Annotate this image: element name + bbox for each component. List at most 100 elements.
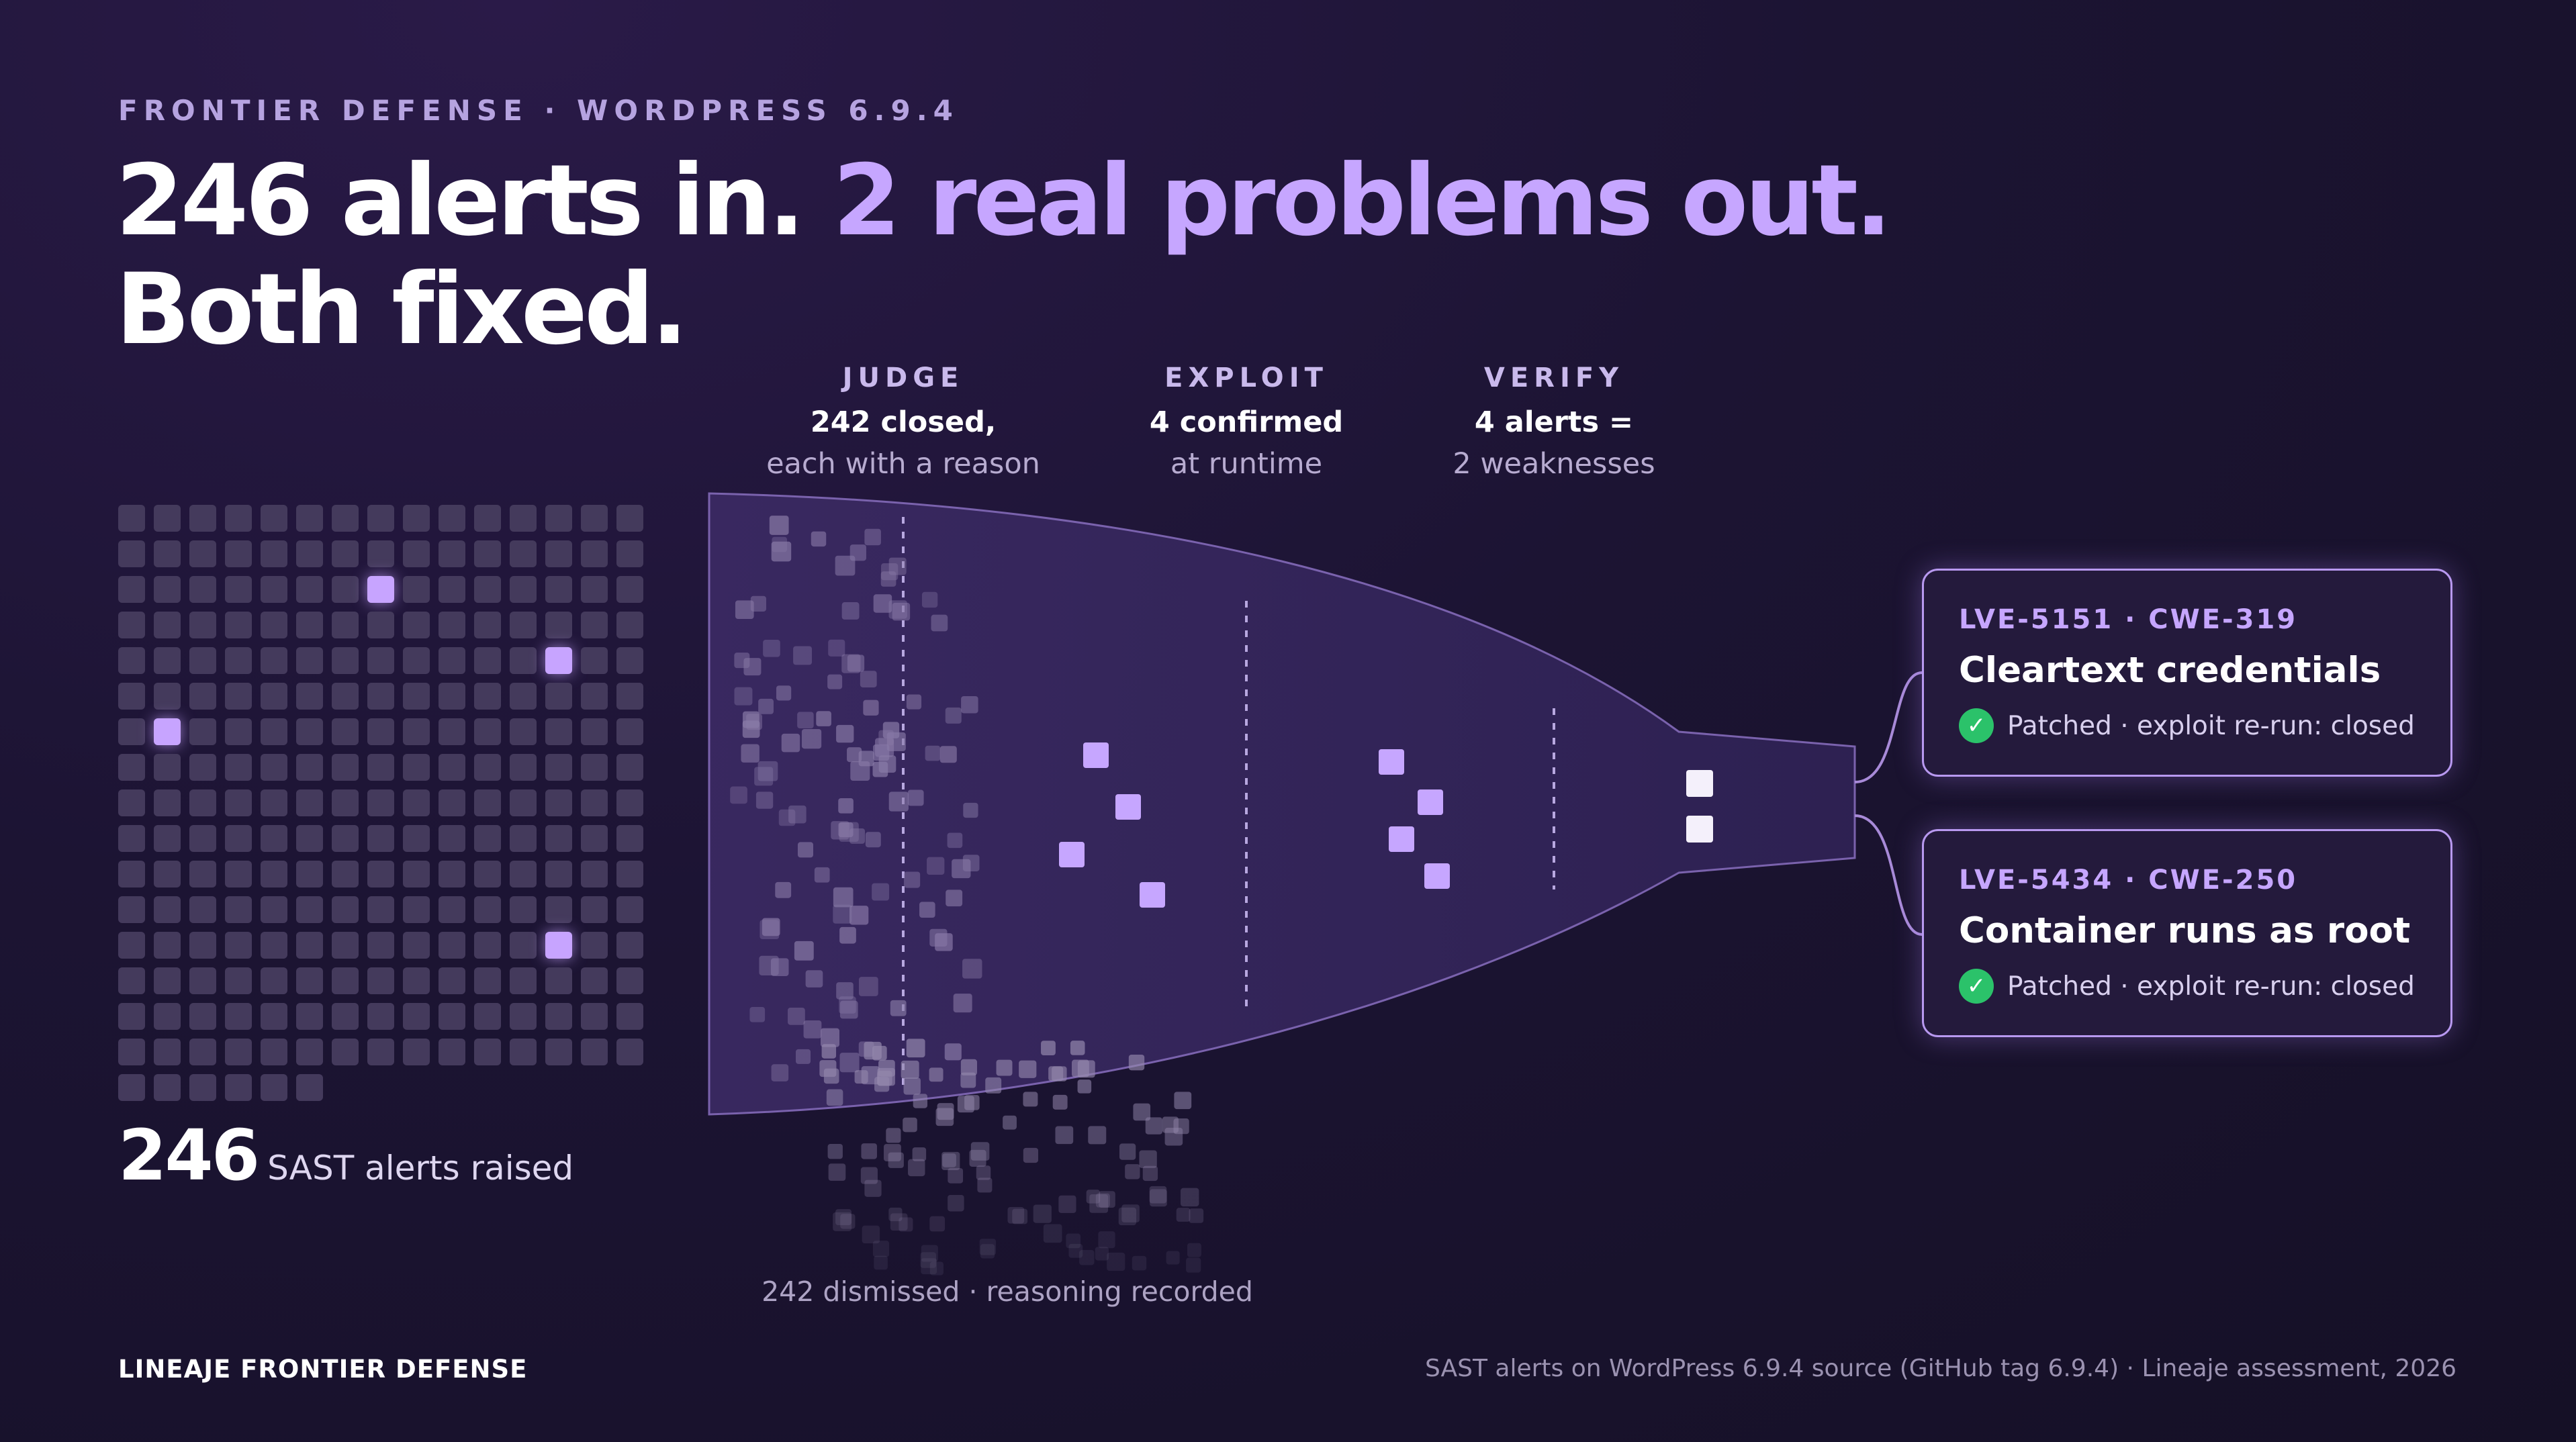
dismissed-alert-dot [741,744,760,763]
dismissed-alert-dot [945,707,962,724]
alert-cell [581,683,608,710]
dismissed-alert-dot [771,541,792,562]
alert-cell [332,576,359,603]
dismissed-alert-dot [1095,1193,1110,1208]
alert-cell [403,896,430,923]
dismissed-alert-dot [1088,1126,1107,1145]
alert-cell [616,647,643,674]
dismissed-alert-dot [901,1060,919,1079]
dismissed-alert-dot [1162,1116,1179,1133]
dismissed-alert-dot [862,1225,880,1244]
alert-cell [225,647,252,674]
alert-cell [332,789,359,816]
alert-cell [225,612,252,638]
dismissed-alert-dot [882,722,900,738]
stage-verify-sub: 2 weaknesses [1453,447,1655,481]
dismissed-alert-dot [1149,1186,1167,1204]
dismissed-alert-dot [888,600,907,619]
dismissed-alert-dot [814,867,830,883]
alert-cell [225,896,252,923]
weakness-dot [1686,816,1713,843]
dismissed-alert-dot [921,591,938,608]
alert-cell [367,861,394,887]
alert-cell [225,1074,252,1101]
alert-cell [439,896,465,923]
dismissed-alert-dot [948,1167,964,1184]
dismissed-alert-dot [1070,1041,1085,1055]
alert-cell [403,754,430,781]
alert-cell [616,789,643,816]
connector-line-2 [1854,814,1923,936]
dismissed-alert-dot [1107,1252,1125,1271]
alert-cell [332,540,359,567]
alert-cell [118,932,145,959]
dismissed-alert-dot [872,1241,890,1257]
dismissed-alert-dot [929,1216,946,1232]
alert-cell [510,932,537,959]
alert-cell [189,825,216,852]
alert-cell [261,932,287,959]
alert-cell [118,1003,145,1030]
dismissed-alert-dot [1119,1143,1136,1160]
alert-cell [154,612,181,638]
alert-cell [225,754,252,781]
dismissed-alert-dot [913,1094,928,1108]
dismissed-alert-dot [921,1245,938,1262]
alert-cell [296,540,323,567]
dismissed-alert-dot [888,557,907,575]
alert-cell [296,683,323,710]
dismissed-alert-dot [980,1244,995,1259]
dismissed-alert-dot [833,904,852,924]
alert-cell [581,1039,608,1065]
alert-cell [118,861,145,887]
dismissed-alert-dot [1043,1224,1062,1243]
alert-cell [439,718,465,745]
alert-cell [367,612,394,638]
dismissed-alert-dot [864,528,881,546]
alert-cell [154,576,181,603]
stage-judge: JUDGE 242 closed, each with a reason [729,363,1078,481]
finding-status: Patched · exploit re-run: closed [2007,971,2415,1002]
dismissed-alert-dot [835,1209,852,1226]
alert-cell-highlighted [545,932,572,959]
dismissed-alert-dot [801,728,822,749]
alert-cell [581,612,608,638]
alert-cell [581,896,608,923]
dismissed-alert-dot [827,1143,843,1159]
alert-cell [616,1039,643,1065]
stage-judge-label: JUDGE [842,363,964,393]
alert-cell [439,505,465,532]
alert-cell [474,896,501,923]
dismissed-alert-dot [820,1028,840,1047]
alert-cell [296,825,323,852]
dismissed-alert-dot [1066,1233,1081,1249]
dismissed-alert-dot [743,658,762,676]
dismissed-alert-dot [921,1258,937,1275]
alert-cell [367,789,394,816]
alert-cell [154,540,181,567]
dismissed-alert-dot [884,1144,901,1161]
alert-cell [616,896,643,923]
alert-cell [225,576,252,603]
dismissed-alert-dot [960,1072,976,1088]
dismissed-alert-dot [835,555,856,576]
dismissed-alert-dot [1173,1118,1189,1135]
dismissed-alert-dot [952,859,971,879]
dismissed-alert-dot [1139,1150,1157,1168]
alert-cell [367,647,394,674]
alert-cell [118,967,145,994]
dismissed-alert-dot [839,1053,860,1073]
dismissed-alert-dot [1052,1066,1067,1082]
alert-cell [545,718,572,745]
dismissed-alert-dot [969,1149,986,1167]
dismissed-alert-dot [1003,1115,1017,1130]
alert-cell [403,1039,430,1065]
alert-cell [118,540,145,567]
alert-cell [474,576,501,603]
footer-brand: LINEAJE FRONTIER DEFENSE [118,1355,528,1384]
alert-cell [367,1003,394,1030]
dismissed-alert-dot [841,654,861,673]
alert-cell [225,825,252,852]
dismissed-alert-dot [941,1151,960,1171]
